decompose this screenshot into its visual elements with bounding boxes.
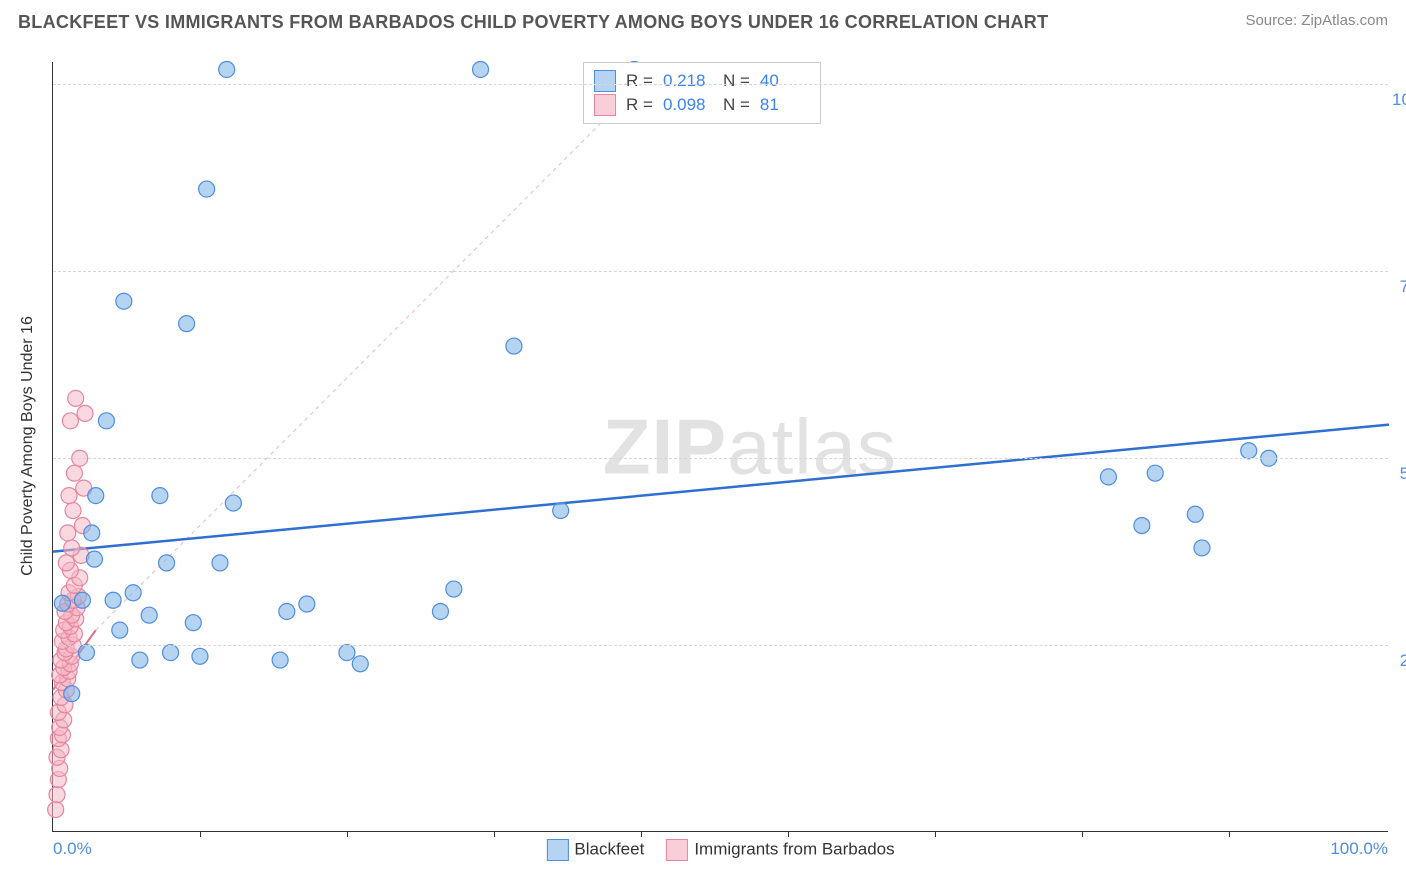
scatter-point (78, 645, 94, 661)
legend-series: Blackfeet Immigrants from Barbados (546, 839, 894, 861)
scatter-point (125, 585, 141, 601)
scatter-point (163, 645, 179, 661)
plot-area: ZIPatlas R = 0.218 N = 40 R = 0.098 N = … (52, 62, 1388, 832)
scatter-point (1134, 517, 1150, 533)
x-tick (494, 831, 495, 837)
scatter-svg (53, 62, 1388, 831)
title-row: BLACKFEET VS IMMIGRANTS FROM BARBADOS CH… (18, 12, 1388, 33)
scatter-point (112, 622, 128, 638)
legend-correlation: R = 0.218 N = 40 R = 0.098 N = 81 (583, 62, 821, 124)
trend-line (53, 425, 1389, 552)
scatter-point (352, 656, 368, 672)
scatter-point (64, 540, 80, 556)
scatter-point (64, 686, 80, 702)
legend-n-value: 81 (760, 95, 810, 115)
scatter-point (185, 615, 201, 631)
legend-item: Blackfeet (546, 839, 644, 861)
scatter-point (116, 293, 132, 309)
scatter-point (49, 787, 65, 803)
scatter-point (141, 607, 157, 623)
x-tick (788, 831, 789, 837)
legend-n-value: 40 (760, 71, 810, 91)
scatter-point (88, 488, 104, 504)
scatter-point (432, 603, 448, 619)
scatter-point (48, 802, 64, 818)
legend-row: R = 0.218 N = 40 (594, 69, 810, 93)
legend-row: R = 0.098 N = 81 (594, 93, 810, 117)
scatter-point (61, 488, 77, 504)
scatter-point (105, 592, 121, 608)
gridline-h (53, 84, 1388, 85)
y-tick-label: 25.0% (1392, 651, 1406, 671)
scatter-point (65, 503, 81, 519)
y-axis-title: Child Poverty Among Boys Under 16 (19, 316, 37, 576)
scatter-point (98, 413, 114, 429)
scatter-point (199, 181, 215, 197)
scatter-point (506, 338, 522, 354)
legend-swatch (546, 839, 568, 861)
chart-title: BLACKFEET VS IMMIGRANTS FROM BARBADOS CH… (18, 12, 1048, 33)
legend-n-label: N = (723, 71, 750, 91)
scatter-point (339, 645, 355, 661)
scatter-point (179, 316, 195, 332)
legend-r-label: R = (626, 95, 653, 115)
x-tick (200, 831, 201, 837)
legend-r-value: 0.218 (663, 71, 713, 91)
scatter-point (212, 555, 228, 571)
chart-container: BLACKFEET VS IMMIGRANTS FROM BARBADOS CH… (0, 0, 1406, 892)
y-tick-label: 100.0% (1392, 90, 1406, 110)
scatter-point (58, 555, 74, 571)
scatter-point (66, 465, 82, 481)
legend-label: Immigrants from Barbados (694, 839, 894, 858)
y-tick-label: 75.0% (1392, 277, 1406, 297)
scatter-point (74, 592, 90, 608)
legend-r-value: 0.098 (663, 95, 713, 115)
x-tick (641, 831, 642, 837)
trend-line (96, 69, 654, 630)
gridline-h (53, 458, 1388, 459)
legend-n-label: N = (723, 95, 750, 115)
scatter-point (299, 596, 315, 612)
scatter-point (473, 61, 489, 77)
x-tick (347, 831, 348, 837)
scatter-point (1187, 506, 1203, 522)
scatter-point (1194, 540, 1210, 556)
scatter-point (132, 652, 148, 668)
scatter-point (1147, 465, 1163, 481)
scatter-point (1100, 469, 1116, 485)
scatter-point (86, 551, 102, 567)
scatter-point (225, 495, 241, 511)
legend-label: Blackfeet (574, 839, 644, 858)
scatter-point (446, 581, 462, 597)
x-axis-end-label: 100.0% (1330, 839, 1388, 859)
legend-swatch (594, 70, 616, 92)
scatter-point (159, 555, 175, 571)
x-tick (935, 831, 936, 837)
legend-r-label: R = (626, 71, 653, 91)
scatter-point (152, 488, 168, 504)
scatter-point (279, 603, 295, 619)
legend-swatch (594, 94, 616, 116)
scatter-point (272, 652, 288, 668)
scatter-point (192, 648, 208, 664)
x-tick (1082, 831, 1083, 837)
x-tick (1229, 831, 1230, 837)
x-axis-start-label: 0.0% (53, 839, 92, 859)
scatter-point (553, 503, 569, 519)
legend-item: Immigrants from Barbados (666, 839, 894, 861)
scatter-point (219, 61, 235, 77)
gridline-h (53, 271, 1388, 272)
scatter-point (84, 525, 100, 541)
scatter-point (60, 525, 76, 541)
scatter-point (68, 390, 84, 406)
scatter-point (62, 413, 78, 429)
scatter-point (1241, 443, 1257, 459)
scatter-point (77, 405, 93, 421)
legend-swatch (666, 839, 688, 861)
y-tick-label: 50.0% (1392, 464, 1406, 484)
scatter-point (54, 595, 70, 611)
gridline-h (53, 645, 1388, 646)
source-label: Source: ZipAtlas.com (1245, 12, 1388, 29)
